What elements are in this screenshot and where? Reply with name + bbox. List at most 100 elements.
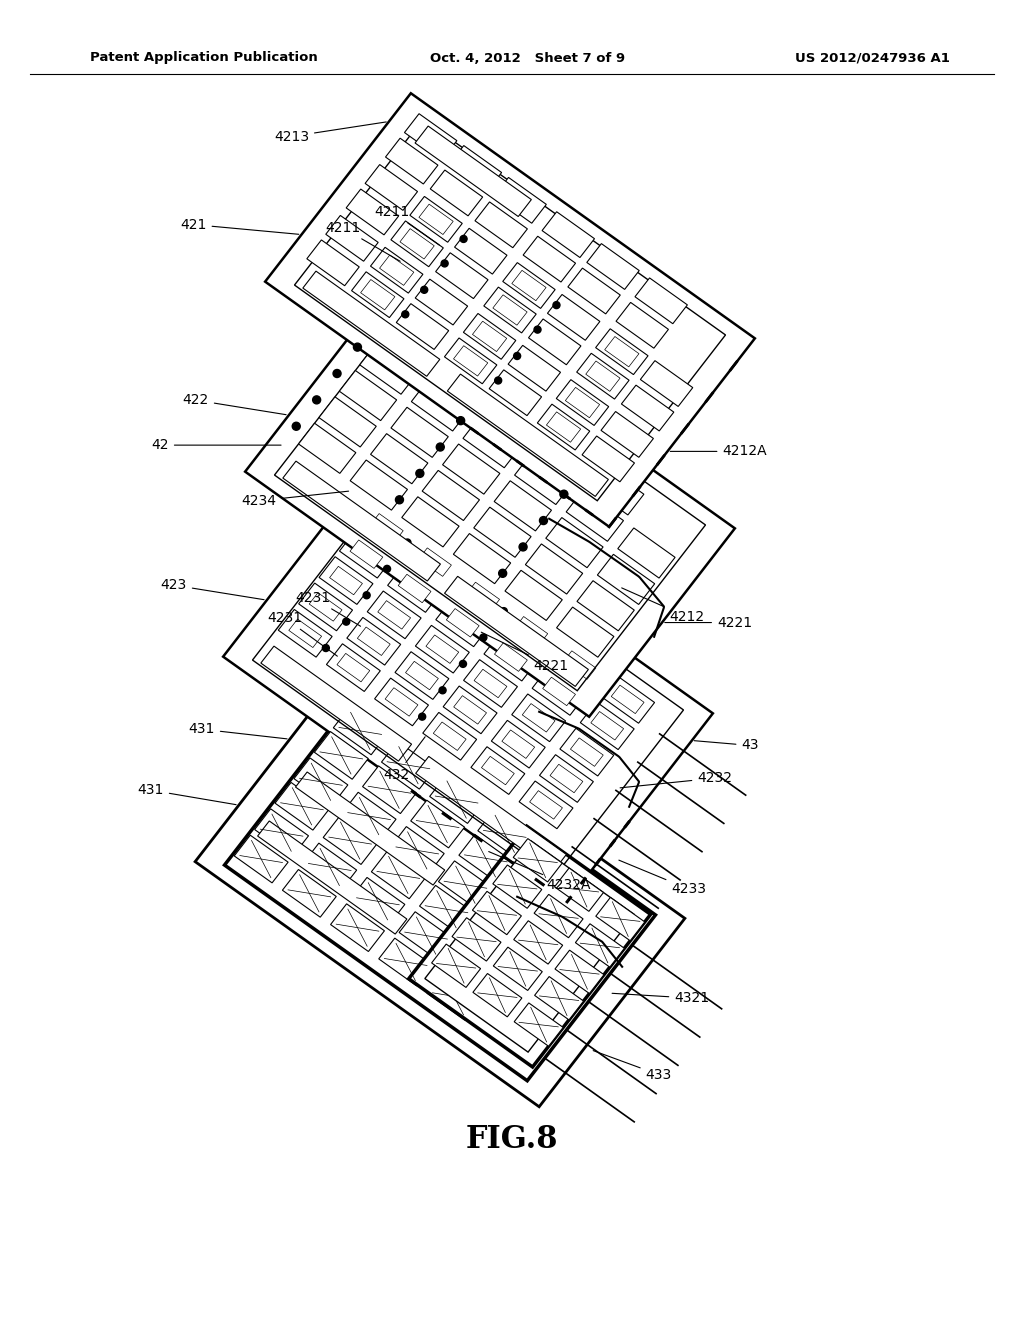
Circle shape [312, 396, 321, 404]
Polygon shape [283, 461, 440, 581]
Polygon shape [299, 583, 352, 631]
Text: 42: 42 [152, 438, 281, 453]
Polygon shape [390, 826, 444, 874]
Polygon shape [560, 729, 613, 776]
Polygon shape [474, 507, 531, 557]
Polygon shape [444, 577, 589, 686]
Polygon shape [478, 810, 531, 858]
Polygon shape [331, 904, 384, 952]
Polygon shape [347, 618, 400, 665]
Polygon shape [577, 581, 634, 631]
Polygon shape [455, 228, 507, 275]
Polygon shape [388, 565, 441, 612]
Polygon shape [473, 974, 522, 1016]
Text: 432: 432 [384, 737, 425, 781]
Circle shape [419, 713, 426, 721]
Polygon shape [546, 517, 603, 568]
Text: 4233: 4233 [618, 861, 707, 896]
Polygon shape [409, 826, 650, 1067]
Text: 4211: 4211 [374, 205, 439, 246]
Polygon shape [334, 708, 387, 755]
Text: 4211: 4211 [325, 220, 400, 261]
Polygon shape [596, 898, 645, 941]
Polygon shape [303, 843, 356, 891]
Polygon shape [337, 653, 370, 682]
Polygon shape [275, 783, 329, 830]
Polygon shape [350, 540, 383, 569]
Polygon shape [385, 688, 418, 717]
Text: Oct. 4, 2012   Sheet 7 of 9: Oct. 4, 2012 Sheet 7 of 9 [430, 51, 625, 65]
Polygon shape [368, 591, 421, 639]
Polygon shape [351, 878, 404, 925]
Polygon shape [432, 355, 489, 405]
Circle shape [416, 470, 424, 478]
Polygon shape [454, 696, 486, 725]
Polygon shape [255, 809, 308, 857]
Text: 431: 431 [188, 722, 287, 739]
Polygon shape [622, 385, 674, 430]
Polygon shape [540, 755, 593, 803]
Polygon shape [327, 644, 380, 692]
Polygon shape [522, 704, 555, 733]
Polygon shape [396, 304, 449, 350]
Polygon shape [503, 263, 555, 309]
Polygon shape [514, 921, 562, 964]
Polygon shape [489, 370, 542, 416]
Polygon shape [245, 284, 735, 717]
Text: 4232A: 4232A [488, 851, 591, 892]
Polygon shape [519, 781, 573, 829]
Polygon shape [508, 346, 560, 391]
Text: 4212: 4212 [622, 587, 705, 624]
Polygon shape [494, 177, 547, 223]
Text: 4232: 4232 [621, 771, 732, 788]
Polygon shape [565, 387, 600, 417]
Circle shape [333, 370, 341, 378]
Polygon shape [359, 345, 417, 395]
Text: 433: 433 [593, 1051, 672, 1081]
Polygon shape [422, 470, 479, 520]
Polygon shape [486, 895, 541, 942]
Polygon shape [587, 465, 644, 515]
Polygon shape [548, 294, 600, 341]
Polygon shape [596, 329, 648, 375]
Polygon shape [299, 424, 356, 474]
Polygon shape [557, 607, 614, 657]
Polygon shape [507, 869, 561, 916]
Polygon shape [234, 836, 288, 883]
Polygon shape [415, 279, 468, 325]
Polygon shape [340, 531, 393, 578]
Polygon shape [556, 380, 608, 425]
Polygon shape [416, 756, 566, 871]
Polygon shape [283, 870, 336, 917]
Polygon shape [416, 626, 469, 673]
Polygon shape [575, 924, 625, 968]
Circle shape [436, 444, 444, 451]
Polygon shape [523, 236, 575, 282]
Polygon shape [412, 381, 469, 432]
Polygon shape [454, 533, 511, 583]
Polygon shape [535, 428, 592, 478]
Polygon shape [492, 721, 545, 768]
Polygon shape [261, 645, 412, 762]
Polygon shape [342, 792, 396, 840]
Circle shape [535, 326, 541, 333]
Polygon shape [483, 286, 537, 333]
Polygon shape [495, 643, 527, 672]
Polygon shape [555, 869, 603, 911]
Circle shape [384, 565, 390, 573]
Polygon shape [362, 766, 417, 813]
Polygon shape [605, 337, 639, 367]
Text: Patent Application Publication: Patent Application Publication [90, 51, 317, 65]
Polygon shape [351, 272, 404, 318]
Polygon shape [427, 973, 481, 1020]
Polygon shape [433, 722, 466, 751]
Polygon shape [512, 694, 565, 742]
Polygon shape [307, 240, 359, 285]
Polygon shape [452, 917, 501, 961]
Polygon shape [425, 841, 635, 1052]
Circle shape [457, 417, 465, 425]
Polygon shape [568, 268, 621, 314]
Polygon shape [258, 821, 407, 935]
Polygon shape [563, 651, 596, 680]
Text: 4234: 4234 [242, 491, 348, 508]
